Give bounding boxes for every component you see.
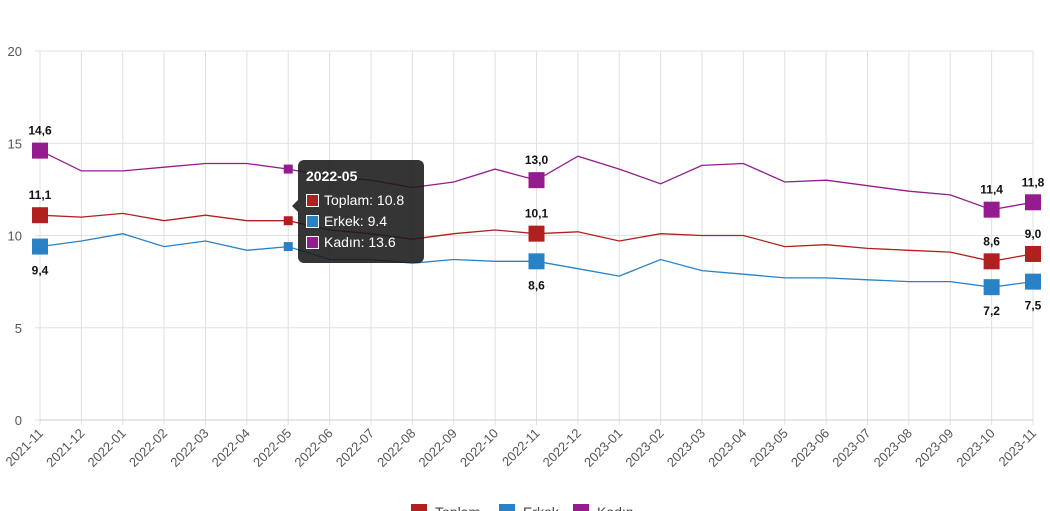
data-point-marker[interactable] (528, 253, 545, 270)
erkek-swatch (306, 215, 319, 228)
legend-label[interactable]: Kadın (597, 504, 634, 511)
data-point-marker[interactable] (983, 279, 1000, 296)
data-label: 11,8 (1022, 175, 1045, 189)
x-tick-label: 2022-10 (457, 426, 501, 470)
tooltip: 2022-05 Toplam: 10.8 Erkek: 9.4 Kadın: 1… (292, 160, 424, 263)
tooltip-arrow (292, 200, 298, 212)
data-label: 7,2 (983, 304, 1000, 318)
x-tick-label: 2022-06 (291, 426, 335, 470)
x-tick-label: 2022-03 (167, 426, 211, 470)
data-label: 11,4 (980, 183, 1003, 197)
x-tick-label: 2023-05 (747, 426, 791, 470)
tooltip-toplam-text: Toplam: 10.8 (324, 192, 405, 208)
tooltip-erkek-text: Erkek: 9.4 (324, 213, 388, 229)
x-tick-label: 2023-01 (581, 426, 625, 470)
x-tick-label: 2021-12 (43, 426, 87, 470)
x-tick-label: 2023-09 (912, 426, 956, 470)
x-axis-ticks: 2021-112021-122022-012022-022022-032022-… (2, 426, 1039, 470)
y-tick-label: 5 (15, 321, 22, 336)
tooltip-kadin-text: Kadın: 13.6 (324, 234, 396, 250)
y-tick-label: 10 (8, 229, 22, 244)
data-label: 8,6 (983, 234, 1000, 248)
legend-label[interactable]: Erkek (523, 504, 560, 511)
y-axis-ticks: 0 5 10 15 20 (8, 44, 22, 428)
data-point-marker[interactable] (1025, 245, 1041, 262)
tooltip-title: 2022-05 (306, 168, 358, 184)
y-tick-label: 15 (8, 136, 22, 151)
y-tick-label: 20 (8, 44, 22, 59)
data-point-marker[interactable] (32, 207, 48, 224)
legend[interactable]: Toplam Erkek Kadın (411, 504, 634, 511)
data-point-marker[interactable] (528, 225, 545, 242)
x-tick-label: 2023-08 (871, 426, 915, 470)
data-label: 14,6 (28, 124, 52, 138)
data-label: 13,0 (525, 153, 549, 167)
x-tick-label: 2022-05 (250, 426, 294, 470)
x-tick-label: 2023-11 (995, 426, 1039, 470)
legend-swatch[interactable] (573, 504, 589, 511)
x-tick-label: 2023-04 (705, 426, 749, 470)
data-point-marker[interactable] (1025, 194, 1041, 211)
x-tick-label: 2022-01 (85, 426, 129, 470)
tooltip-row-toplam: Toplam: 10.8 (306, 190, 416, 211)
x-tick-label: 2023-07 (829, 426, 873, 470)
hover-point-marker[interactable] (283, 242, 293, 252)
data-label: 9,0 (1025, 227, 1042, 241)
data-label: 8,6 (528, 278, 545, 292)
hover-point-marker[interactable] (283, 216, 293, 226)
x-tick-label: 2022-02 (126, 426, 170, 470)
data-point-marker[interactable] (32, 142, 48, 159)
data-label: 11,1 (29, 188, 52, 202)
x-tick-label: 2023-06 (788, 426, 832, 470)
toplam-swatch (306, 194, 319, 207)
x-tick-label: 2022-07 (333, 426, 377, 470)
data-point-marker[interactable] (983, 201, 1000, 218)
y-tick-label: 0 (15, 413, 22, 428)
data-point-marker[interactable] (983, 253, 1000, 270)
tooltip-row-kadin: Kadın: 13.6 (306, 232, 416, 253)
x-tick-label: 2022-04 (209, 426, 253, 470)
legend-swatch[interactable] (499, 504, 515, 511)
x-tick-label: 2023-03 (664, 426, 708, 470)
data-point-marker[interactable] (1025, 273, 1041, 290)
data-point-marker[interactable] (32, 238, 48, 255)
data-labels: 11,1 9,4 14,6 10,1 8,6 13,0 8,6 7,2 11,4 9,0 7,5 11… (28, 124, 1044, 319)
data-label: 10,1 (525, 207, 549, 221)
hover-point-marker[interactable] (283, 164, 293, 174)
data-label: 9,4 (32, 264, 49, 278)
x-tick-label: 2022-12 (540, 426, 584, 470)
series-markers[interactable] (32, 142, 1041, 296)
legend-swatch[interactable] (411, 504, 427, 511)
legend-label[interactable]: Toplam (435, 504, 480, 511)
data-label: 7,5 (1025, 299, 1042, 313)
tooltip-row-erkek: Erkek: 9.4 (306, 211, 416, 232)
data-point-marker[interactable] (528, 172, 545, 189)
x-tick-label: 2022-11 (499, 426, 543, 470)
x-tick-label: 2023-02 (622, 426, 666, 470)
kadin-swatch (306, 236, 319, 249)
x-tick-label: 2021-11 (2, 426, 46, 470)
x-tick-label: 2022-08 (374, 426, 418, 470)
x-tick-label: 2022-09 (416, 426, 460, 470)
x-tick-label: 2023-10 (953, 426, 997, 470)
